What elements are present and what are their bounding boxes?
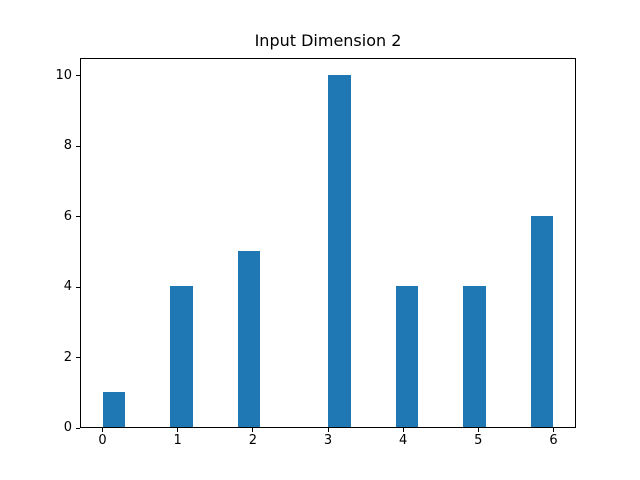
x-tick-label: 3 (323, 433, 333, 448)
histogram-bar (395, 286, 419, 427)
y-tick-label: 10 (55, 67, 72, 83)
chart-title: Input Dimension 2 (254, 31, 402, 50)
x-tick (477, 428, 479, 432)
histogram-bar (102, 391, 126, 427)
x-tick-label: 1 (173, 433, 182, 448)
histogram-bar (328, 74, 351, 427)
x-tick (102, 428, 104, 432)
histogram-bar (170, 286, 193, 427)
x-tick-label: 0 (98, 433, 107, 448)
x-tick (552, 428, 554, 432)
y-tick-label: 4 (63, 279, 72, 295)
y-tick-label: 6 (63, 208, 72, 224)
y-tick (76, 216, 80, 218)
x-tick (402, 428, 404, 432)
histogram-bar (237, 250, 261, 427)
x-tick-label: 2 (248, 433, 257, 448)
y-tick-label: 0 (63, 420, 72, 435)
x-tick (327, 428, 329, 432)
plot-area (80, 58, 576, 428)
y-tick (76, 357, 80, 359)
y-tick (76, 75, 80, 77)
y-tick (76, 427, 80, 429)
histogram-bar (463, 286, 486, 427)
x-tick-label: 6 (549, 433, 558, 448)
y-tick-label: 2 (63, 349, 72, 365)
y-tick-label: 8 (63, 138, 72, 154)
y-tick (76, 145, 80, 147)
x-tick-label: 5 (474, 433, 483, 448)
x-tick-label: 4 (399, 433, 408, 448)
y-tick (76, 286, 80, 288)
x-tick (252, 428, 254, 432)
x-tick (177, 428, 179, 432)
histogram-bar (530, 215, 554, 427)
